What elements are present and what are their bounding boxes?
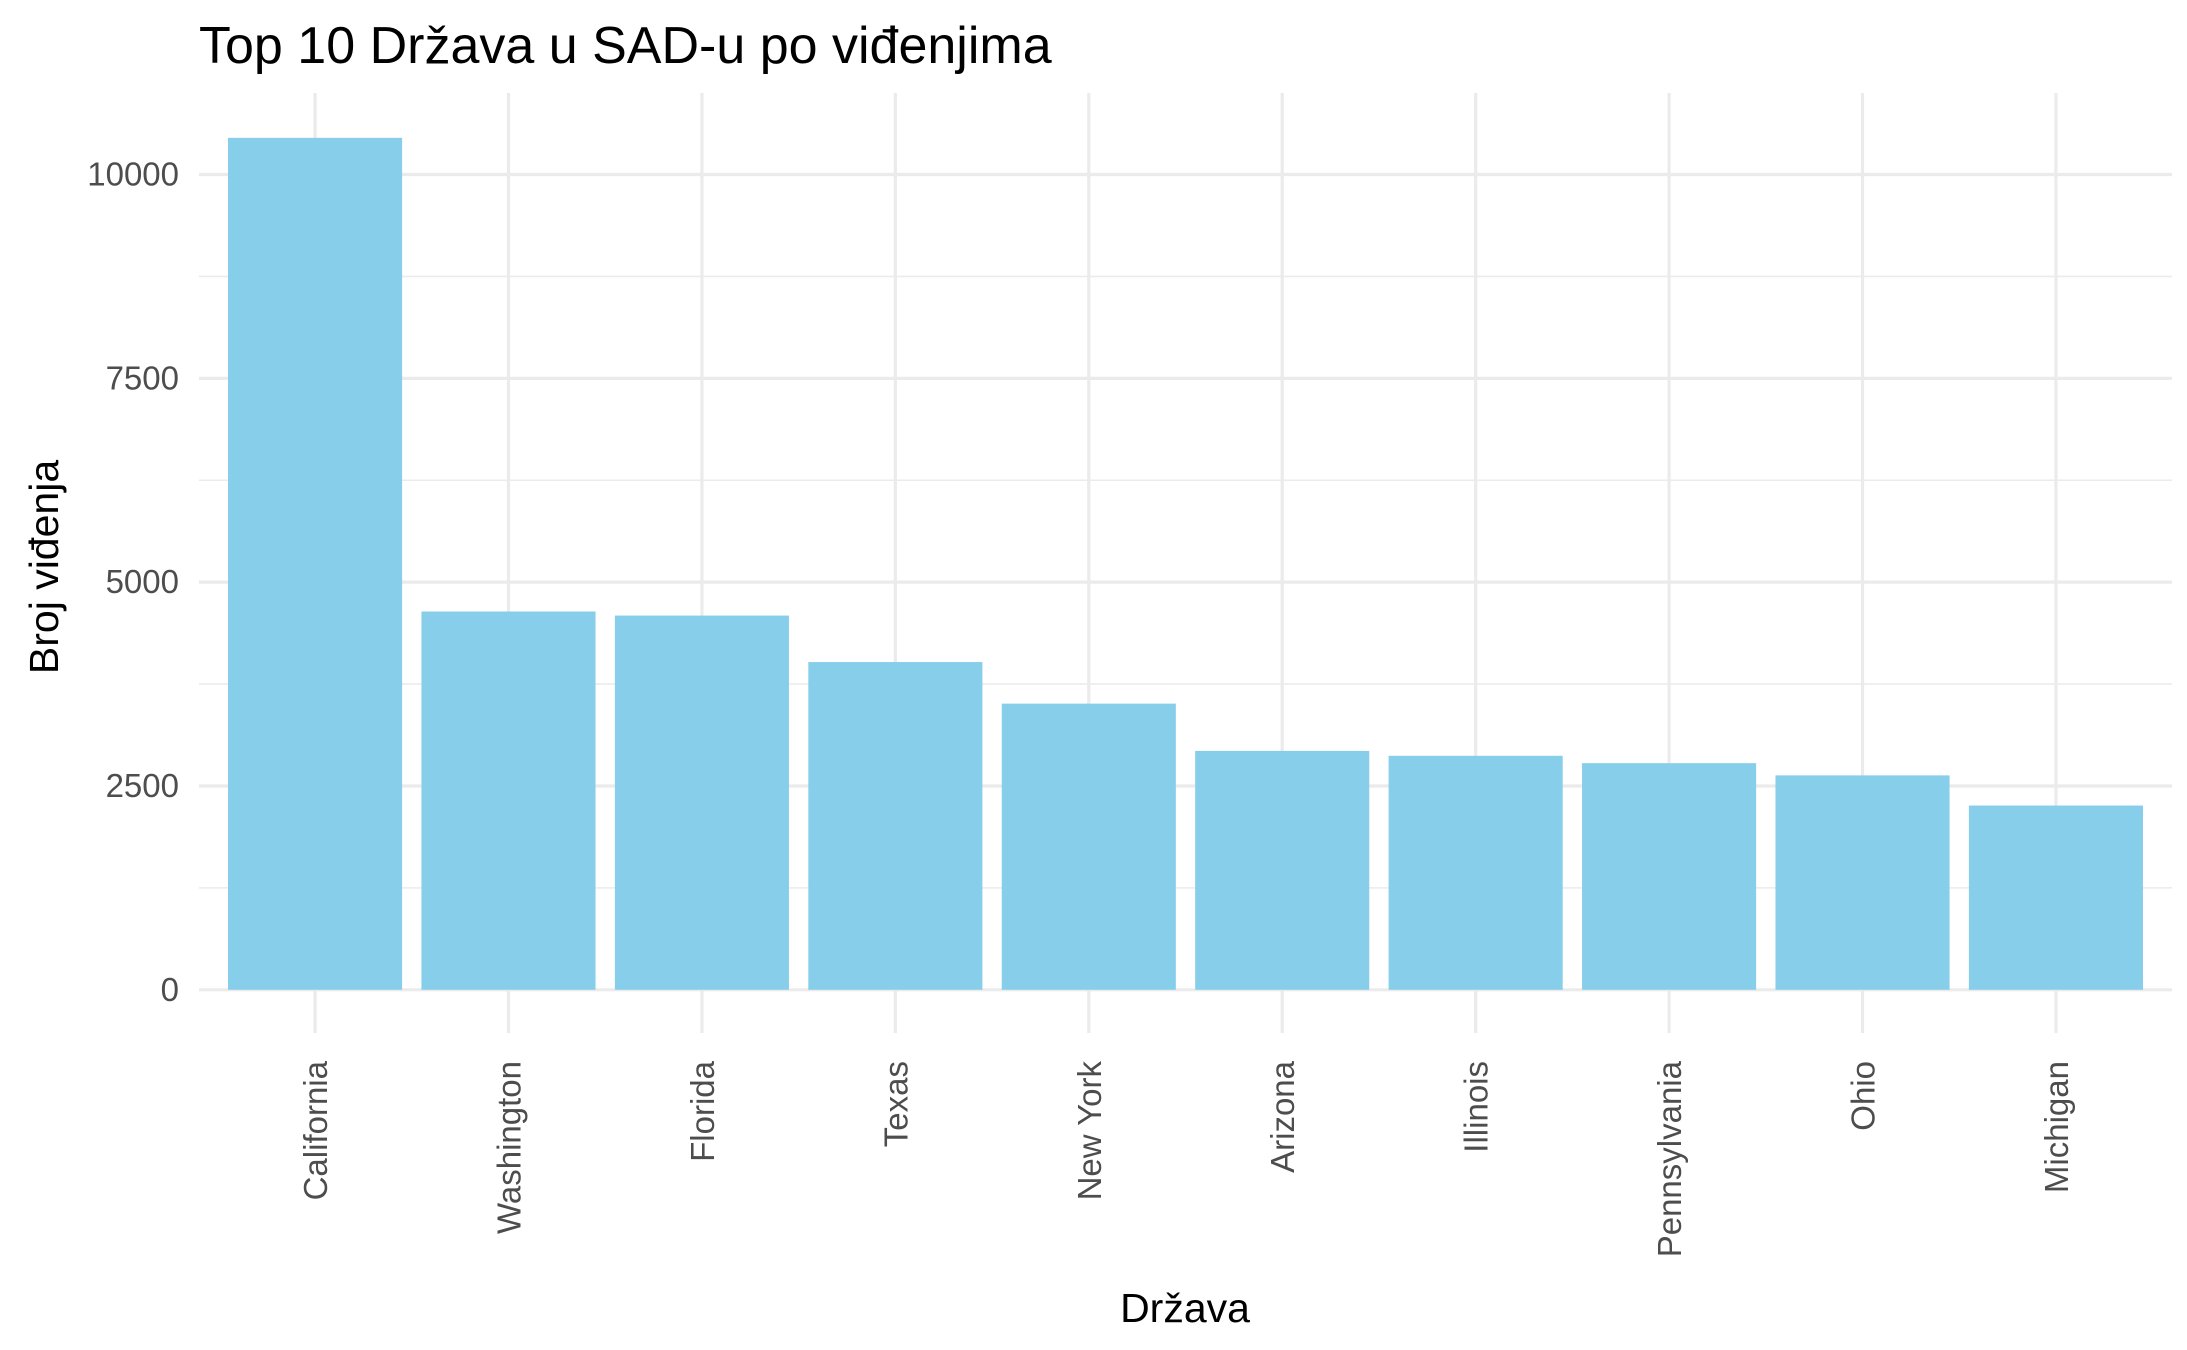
- bar-california: [228, 137, 403, 990]
- bar-texas: [808, 662, 983, 990]
- chart-title: Top 10 Država u SAD-u po viđenjima: [199, 17, 1052, 75]
- x-tick-label: Florida: [684, 1060, 721, 1162]
- y-axis-ticks: 0 2500 5000 7500 10000: [87, 156, 179, 1008]
- x-axis-ticks: California Washington Florida Texas New York…: [297, 1060, 2075, 1257]
- x-tick-label: New York: [1071, 1061, 1108, 1201]
- x-axis-title: Država: [1120, 1285, 1250, 1331]
- bar-washington: [421, 611, 596, 990]
- x-tick-label: Texas: [877, 1061, 914, 1147]
- bar-new-york: [1001, 703, 1176, 990]
- x-tick-label: Illinois: [1458, 1061, 1495, 1153]
- y-tick-label: 7500: [106, 359, 179, 396]
- bar-michigan: [1968, 805, 2143, 990]
- y-tick-label: 0: [161, 971, 179, 1008]
- bar-florida: [614, 615, 789, 990]
- y-tick-label: 2500: [106, 767, 179, 804]
- bars: [228, 137, 2143, 990]
- bar-pennsylvania: [1582, 763, 1757, 990]
- x-tick-label: Arizona: [1264, 1060, 1301, 1173]
- x-tick-label: Ohio: [1845, 1061, 1882, 1131]
- y-tick-label: 10000: [87, 156, 179, 193]
- bar-arizona: [1195, 750, 1370, 990]
- y-axis-title: Broj viđenja: [21, 460, 67, 674]
- x-tick-label: California: [297, 1060, 334, 1200]
- x-tick-label: Michigan: [2038, 1061, 2075, 1193]
- bar-illinois: [1388, 755, 1563, 990]
- x-tick-label: Pennsylvania: [1651, 1060, 1688, 1257]
- x-tick-label: Washington: [490, 1061, 527, 1234]
- y-tick-label: 5000: [106, 563, 179, 600]
- bar-ohio: [1775, 775, 1950, 990]
